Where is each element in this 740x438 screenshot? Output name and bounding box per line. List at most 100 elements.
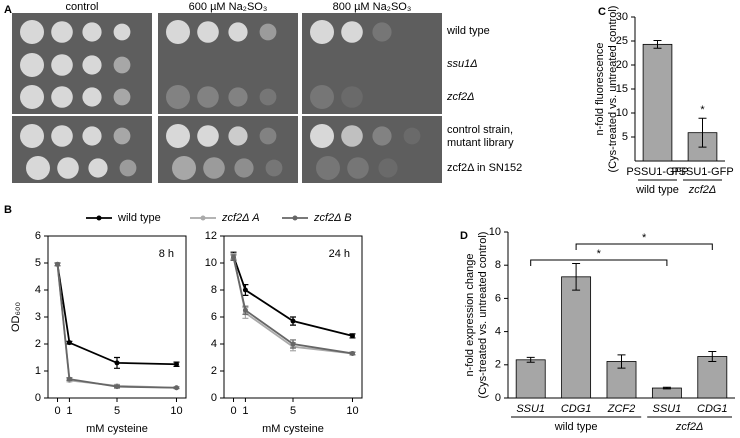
y-tick-label: 1 bbox=[35, 365, 41, 377]
error-bar bbox=[662, 386, 671, 390]
colony-spot bbox=[88, 158, 108, 178]
x-axis-label: mM cysteine bbox=[262, 423, 324, 435]
colony-spot bbox=[166, 20, 190, 44]
series-line bbox=[56, 264, 177, 389]
legend-marker bbox=[200, 215, 206, 221]
colony-spot bbox=[310, 85, 334, 109]
colony-spot bbox=[166, 124, 190, 148]
y-tick-label: 2 bbox=[211, 365, 217, 377]
row-label: ssu1Δ bbox=[447, 58, 478, 70]
data-point bbox=[114, 360, 120, 366]
legend-label: wild type bbox=[117, 212, 161, 224]
series-line bbox=[232, 257, 353, 355]
colony-spot bbox=[82, 87, 102, 107]
bar bbox=[561, 276, 592, 399]
colony-spot bbox=[310, 124, 334, 148]
legend-label: zcf2Δ B bbox=[313, 212, 352, 224]
colony-spot bbox=[259, 23, 277, 41]
colony-spot bbox=[259, 88, 277, 106]
colony-spot bbox=[316, 156, 340, 180]
bar bbox=[515, 359, 546, 399]
column-header: 800 µM Na₂SO₃ bbox=[333, 1, 412, 13]
colony-spot bbox=[57, 157, 79, 179]
data-point bbox=[231, 255, 237, 261]
group-label: zcf2Δ bbox=[688, 184, 717, 196]
y-tick-label: 5 bbox=[35, 257, 41, 269]
y-tick-label: 25 bbox=[616, 35, 628, 47]
x-axis-label: mM cysteine bbox=[86, 423, 148, 435]
y-axis-label: (Cys-treated vs. untreated control) bbox=[477, 232, 489, 399]
row-label: control strain, mutant library bbox=[447, 124, 514, 149]
colony-spot bbox=[228, 126, 248, 146]
panel-letter: B bbox=[4, 204, 12, 216]
colony-spot bbox=[259, 127, 277, 145]
y-tick-label: 0 bbox=[495, 392, 501, 404]
annotation: 8 h bbox=[159, 248, 174, 260]
colony-spot bbox=[378, 158, 398, 178]
colony-spot bbox=[341, 125, 363, 147]
data-point bbox=[66, 376, 72, 382]
x-tick-label: 5 bbox=[290, 405, 296, 417]
colony-spot bbox=[82, 55, 102, 75]
data-point bbox=[242, 287, 248, 293]
x-tick-label: 0 bbox=[230, 405, 236, 417]
x-tick-label: SSU1 bbox=[653, 403, 682, 415]
annotation: 24 h bbox=[329, 248, 350, 260]
significance-bracket bbox=[575, 243, 713, 250]
colony-spot bbox=[119, 159, 137, 177]
significance-star: * bbox=[700, 104, 705, 116]
error-bar bbox=[653, 40, 662, 49]
colony-spot bbox=[113, 127, 131, 145]
colony-spot bbox=[51, 125, 73, 147]
colony-spot bbox=[26, 156, 50, 180]
colony-spot bbox=[20, 20, 44, 44]
significance-star: * bbox=[597, 248, 602, 260]
colony-spot bbox=[234, 158, 254, 178]
y-axis-label: n-fold expression change bbox=[464, 254, 476, 377]
data-point bbox=[173, 385, 179, 391]
colony-spot bbox=[82, 126, 102, 146]
y-axis-label: (Cys-treated vs. untreated control) bbox=[607, 6, 619, 173]
colony-spot bbox=[20, 124, 44, 148]
y-tick-label: 6 bbox=[211, 311, 217, 323]
y-tick-label: 3 bbox=[35, 311, 41, 323]
group-label: wild type bbox=[635, 184, 679, 196]
significance-bracket bbox=[530, 259, 668, 266]
y-tick-label: 4 bbox=[211, 338, 217, 350]
y-tick-label: 4 bbox=[495, 326, 501, 338]
x-tick-label: PSSU1-GFP bbox=[671, 166, 733, 178]
bar bbox=[697, 356, 728, 399]
colony-spot bbox=[197, 21, 219, 43]
row-label: wild type bbox=[447, 25, 490, 37]
y-tick-label: 20 bbox=[616, 59, 628, 71]
error-bar bbox=[572, 263, 581, 291]
error-bar bbox=[708, 351, 717, 362]
x-tick-label: 5 bbox=[114, 405, 120, 417]
colony-spot bbox=[228, 22, 248, 42]
y-tick-label: 6 bbox=[495, 292, 501, 304]
colony-spot bbox=[20, 53, 44, 77]
y-tick-label: 12 bbox=[205, 230, 217, 242]
series-line bbox=[232, 256, 353, 355]
x-tick-label: PSSU1-GFP bbox=[626, 166, 688, 178]
y-tick-label: 10 bbox=[489, 226, 501, 238]
x-tick-label: CDG1 bbox=[561, 403, 592, 415]
error-bar bbox=[617, 354, 626, 369]
data-point bbox=[66, 340, 72, 346]
y-tick-label: 0 bbox=[211, 392, 217, 404]
y-tick-label: 10 bbox=[616, 107, 628, 119]
group-label: zcf2Δ bbox=[675, 421, 704, 433]
data-point bbox=[290, 318, 296, 324]
error-bar bbox=[526, 356, 535, 363]
x-tick-label: 10 bbox=[346, 405, 358, 417]
colony-spot bbox=[113, 88, 131, 106]
colony-spot bbox=[265, 159, 283, 177]
column-header: 600 µM Na₂SO₃ bbox=[189, 1, 268, 13]
colony-spot bbox=[51, 86, 73, 108]
y-tick-label: 5 bbox=[622, 131, 628, 143]
y-tick-label: 8 bbox=[495, 259, 501, 271]
y-tick-label: 0 bbox=[35, 392, 41, 404]
row-label: zcf2Δ in SN152 bbox=[447, 162, 523, 174]
colony-spot bbox=[228, 87, 248, 107]
colony-spot bbox=[82, 22, 102, 42]
